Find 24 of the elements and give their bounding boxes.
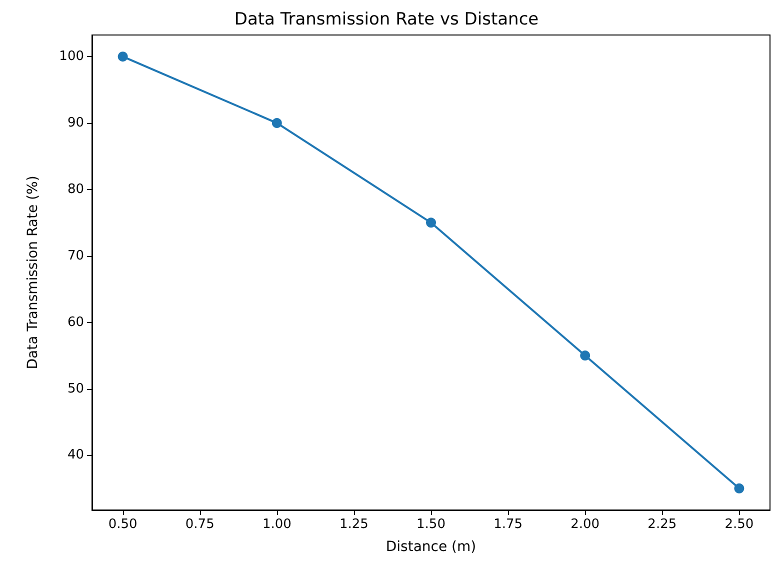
y-tick-label: 70 (67, 248, 84, 264)
x-tick-label: 2.50 (724, 517, 754, 532)
y-tick-label: 80 (67, 182, 84, 197)
x-tick-label: 1.25 (339, 517, 368, 532)
x-tick-label: 2.25 (648, 517, 677, 532)
y-axis-title: Data Transmission Rate (%) (25, 176, 41, 370)
x-tick-label: 0.75 (185, 517, 214, 532)
y-tick-label: 50 (67, 381, 84, 396)
y-tick-label: 60 (67, 314, 84, 330)
x-tick-label: 0.50 (108, 517, 138, 532)
x-tick-label: 1.00 (262, 517, 292, 532)
y-tick-label: 40 (67, 448, 84, 463)
y-tick-label: 100 (59, 49, 84, 64)
point (426, 218, 436, 228)
chart-title: Data Transmission Rate vs Distance (234, 10, 539, 30)
point (118, 52, 128, 62)
x-tick-label: 1.50 (416, 517, 446, 532)
point (580, 350, 590, 361)
x-axis-title: Distance (m) (386, 539, 476, 555)
x-tick-label: 1.75 (494, 517, 523, 532)
y-tick-label: 90 (67, 116, 84, 131)
point (734, 483, 744, 494)
x-tick-label: 2.00 (570, 517, 600, 532)
point (272, 118, 282, 128)
